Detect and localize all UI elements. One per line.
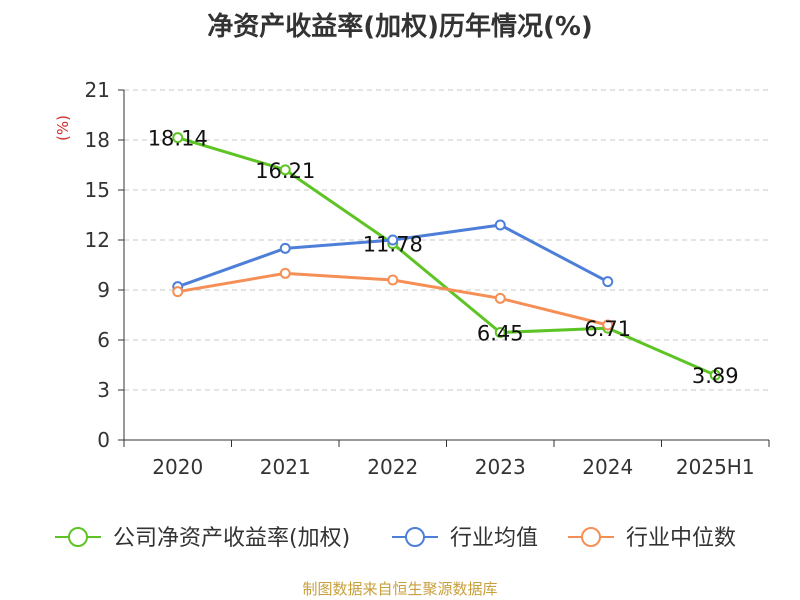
legend-item-1: 公司净资产收益率(加权) — [55, 526, 350, 551]
data-point — [172, 286, 184, 298]
x-tick-label: 2024 — [582, 455, 633, 479]
data-point — [602, 319, 614, 331]
data-point — [279, 267, 291, 279]
legend-item-3: 行业中位数 — [568, 526, 736, 551]
x-tick-label: 2022 — [367, 455, 418, 479]
data-point — [279, 242, 291, 254]
y-tick-label: 9 — [97, 278, 110, 302]
data-label: 18.14 — [148, 127, 208, 151]
source-note: 制图数据来自恒生聚源数据库 — [302, 580, 498, 598]
legend-label: 行业中位数 — [626, 526, 736, 551]
y-tick-label: 21 — [85, 78, 110, 102]
data-label: 3.89 — [692, 364, 739, 388]
data-point — [172, 132, 184, 144]
y-tick-label: 0 — [97, 428, 110, 452]
x-tick-label: 2020 — [152, 455, 203, 479]
y-tick-label: 18 — [85, 128, 110, 152]
data-point — [709, 369, 721, 381]
legend-item-2: 行业均值 — [392, 526, 538, 551]
series-3 — [172, 267, 614, 331]
y-axis-label: (%) — [54, 115, 72, 141]
y-tick-label: 12 — [85, 228, 110, 252]
data-point — [387, 234, 399, 246]
y-tick-label: 3 — [97, 378, 110, 402]
legend-marker — [68, 527, 88, 547]
data-point — [387, 274, 399, 286]
y-tick-label: 6 — [97, 328, 110, 352]
legend: 公司净资产收益率(加权) 行业均值 行业中位数 — [55, 526, 736, 551]
data-point — [494, 327, 506, 338]
legend-label: 行业均值 — [450, 526, 538, 551]
grid-lines — [124, 89, 769, 391]
x-tick-label: 2025H1 — [676, 455, 755, 479]
data-point — [494, 292, 506, 304]
data-label: 11.78 — [363, 233, 423, 257]
data-point — [279, 164, 291, 176]
axes: 0 3 6 9 12 15 18 21 2020 2021 2022 2023 2024 2025H1 — [85, 78, 770, 479]
legend-marker — [581, 527, 601, 547]
series: 18.14 16.21 11.78 6.45 6.71 3.89 — [148, 127, 739, 388]
data-label: 16.21 — [255, 159, 315, 183]
x-tick-label: 2023 — [475, 455, 526, 479]
data-point — [602, 276, 614, 288]
data-label: 6.71 — [584, 317, 631, 341]
x-tick-label: 2021 — [260, 455, 311, 479]
y-tick-label: 15 — [85, 178, 110, 202]
legend-label: 公司净资产收益率(加权) — [113, 526, 350, 551]
chart-title: 净资产收益率(加权)历年情况(%) — [207, 12, 593, 42]
legend-marker — [405, 527, 425, 547]
data-point — [494, 219, 506, 231]
data-label: 6.45 — [477, 322, 524, 346]
